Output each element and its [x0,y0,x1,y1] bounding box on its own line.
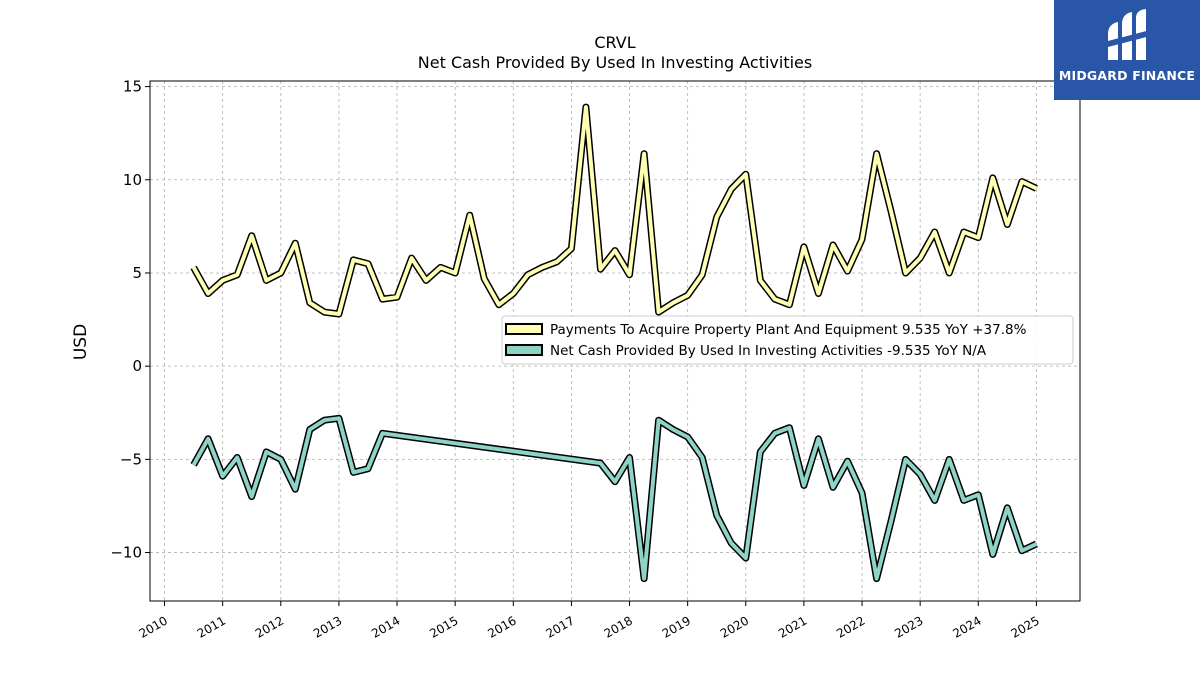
x-tick-label: 2013 [311,613,344,640]
plot-frame [149,80,1081,602]
x-tick-label: 2011 [195,613,228,640]
chart-title: CRVL [594,33,635,52]
midgard-finance-logo: MIDGARD FINANCE [1054,0,1200,100]
x-tick-label: 2020 [718,613,751,640]
x-tick-label: 2023 [892,613,925,640]
y-tick-label: 0 [132,357,142,375]
legend: Payments To Acquire Property Plant And E… [501,315,1074,365]
series-line-1 [191,416,1038,581]
x-tick-label: 2017 [543,613,576,640]
y-tick-label: 5 [132,264,142,282]
x-tick-label: 2021 [776,613,809,640]
x-tick-label: 2019 [660,613,693,640]
x-tick-label: 2016 [485,613,518,640]
chart-subtitle: Net Cash Provided By Used In Investing A… [418,53,812,72]
y-tick-label: 15 [123,78,142,96]
x-tick-label: 2014 [369,613,402,640]
x-tick-label: 2025 [1008,613,1041,640]
legend-label-1: Net Cash Provided By Used In Investing A… [550,343,987,359]
midgard-logo-icon [1104,9,1150,60]
legend-swatch-1 [505,344,543,356]
x-tick-label: 2015 [427,613,460,640]
logo-text: MIDGARD FINANCE [1058,68,1196,83]
legend-label-0: Payments To Acquire Property Plant And E… [550,322,1027,338]
x-tick-label: 2018 [602,613,635,640]
x-tick-label: 2022 [834,613,867,640]
series-line-0 [191,105,1038,316]
x-tick-label: 2012 [253,613,286,640]
legend-box [501,315,1074,365]
y-tick-label: −10 [110,544,142,562]
x-tick-label: 2024 [950,613,983,640]
legend-swatch-0 [505,323,543,335]
y-tick-label: 10 [123,171,142,189]
y-axis-label: USD [71,324,91,360]
series-layer [190,103,1038,583]
x-tick-label: 2010 [137,613,170,640]
y-tick-label: −5 [120,450,142,468]
